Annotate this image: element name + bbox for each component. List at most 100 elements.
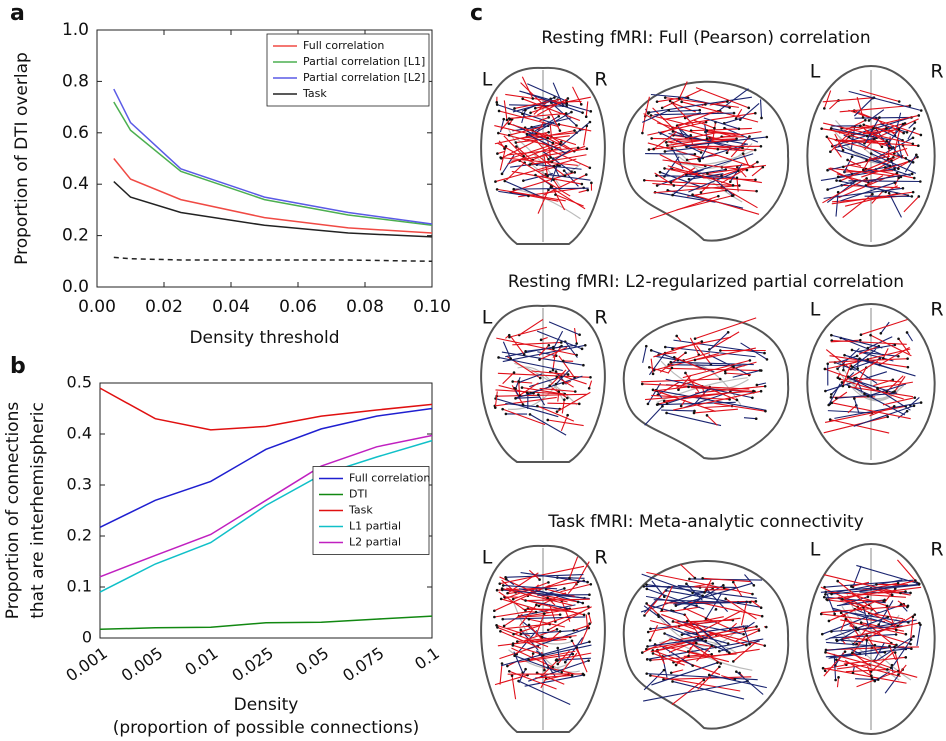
node bbox=[501, 407, 504, 411]
connection bbox=[520, 572, 588, 583]
node bbox=[829, 127, 833, 130]
connection bbox=[678, 81, 688, 99]
y-tick-label: 0.1 bbox=[67, 577, 92, 596]
connection bbox=[644, 590, 666, 616]
brain-fold bbox=[841, 605, 912, 681]
node bbox=[499, 597, 503, 601]
node bbox=[538, 358, 541, 361]
connection bbox=[644, 390, 754, 401]
node bbox=[895, 643, 898, 647]
connection bbox=[721, 675, 736, 680]
connection bbox=[526, 133, 566, 154]
connection bbox=[537, 189, 549, 214]
node bbox=[674, 663, 678, 667]
connection bbox=[869, 612, 904, 620]
node bbox=[687, 177, 691, 181]
connection bbox=[830, 419, 890, 434]
connection bbox=[894, 112, 902, 137]
node bbox=[558, 129, 562, 132]
node bbox=[872, 127, 875, 130]
node bbox=[886, 415, 889, 419]
node bbox=[554, 193, 557, 196]
connection bbox=[648, 138, 736, 151]
connection bbox=[518, 318, 544, 336]
connection bbox=[826, 593, 836, 615]
connection bbox=[686, 379, 738, 401]
node bbox=[657, 613, 660, 617]
node bbox=[754, 178, 757, 182]
connection bbox=[844, 659, 872, 677]
connection bbox=[648, 96, 752, 114]
node bbox=[756, 160, 759, 164]
node bbox=[910, 172, 914, 176]
node bbox=[648, 365, 651, 369]
connection bbox=[825, 651, 918, 678]
connection bbox=[518, 680, 571, 705]
connection bbox=[547, 140, 552, 158]
connection bbox=[666, 412, 722, 427]
connection bbox=[729, 163, 743, 183]
connection bbox=[500, 630, 542, 649]
node bbox=[691, 591, 694, 595]
node bbox=[502, 117, 506, 121]
node bbox=[765, 625, 768, 629]
plot-frame bbox=[99, 382, 433, 639]
node bbox=[883, 166, 887, 169]
node bbox=[870, 674, 873, 678]
connection bbox=[498, 591, 526, 612]
series-line bbox=[99, 439, 433, 593]
node bbox=[713, 126, 716, 130]
connection bbox=[651, 662, 718, 686]
connection bbox=[735, 108, 743, 119]
node bbox=[841, 597, 844, 601]
connection bbox=[866, 635, 879, 654]
connection bbox=[669, 100, 694, 126]
node bbox=[521, 97, 524, 101]
node bbox=[759, 144, 763, 148]
node bbox=[919, 401, 923, 404]
hemisphere-label: R bbox=[930, 299, 943, 321]
node bbox=[531, 652, 535, 655]
connection bbox=[511, 148, 587, 162]
node bbox=[570, 639, 574, 643]
node bbox=[901, 186, 905, 190]
node bbox=[649, 674, 652, 677]
node bbox=[899, 603, 903, 606]
node bbox=[745, 168, 749, 172]
node bbox=[677, 388, 680, 392]
node bbox=[919, 133, 923, 137]
connection bbox=[829, 129, 894, 148]
connection bbox=[910, 616, 914, 639]
node bbox=[870, 677, 874, 680]
brain-outline bbox=[480, 304, 606, 463]
connection bbox=[864, 129, 890, 145]
node bbox=[688, 577, 691, 581]
node bbox=[917, 583, 921, 586]
series-line bbox=[113, 256, 433, 263]
connection bbox=[897, 138, 903, 158]
connection bbox=[658, 643, 693, 667]
connection bbox=[497, 188, 566, 202]
node bbox=[917, 144, 920, 147]
connection bbox=[840, 157, 895, 182]
connection bbox=[843, 156, 853, 173]
node bbox=[524, 667, 527, 671]
connection bbox=[498, 384, 528, 394]
node bbox=[555, 658, 559, 661]
connection bbox=[880, 321, 890, 334]
connection bbox=[732, 369, 761, 378]
x-tick-label: 0.075 bbox=[339, 643, 387, 685]
node bbox=[496, 626, 499, 629]
connection bbox=[673, 601, 751, 605]
node bbox=[893, 343, 897, 347]
connection bbox=[502, 589, 590, 600]
connection bbox=[550, 165, 558, 183]
node bbox=[665, 140, 668, 144]
connection bbox=[864, 128, 874, 144]
connection bbox=[514, 98, 561, 109]
node bbox=[509, 357, 512, 360]
node bbox=[641, 131, 644, 135]
node bbox=[525, 132, 529, 136]
connection bbox=[852, 565, 862, 588]
node bbox=[913, 613, 917, 616]
